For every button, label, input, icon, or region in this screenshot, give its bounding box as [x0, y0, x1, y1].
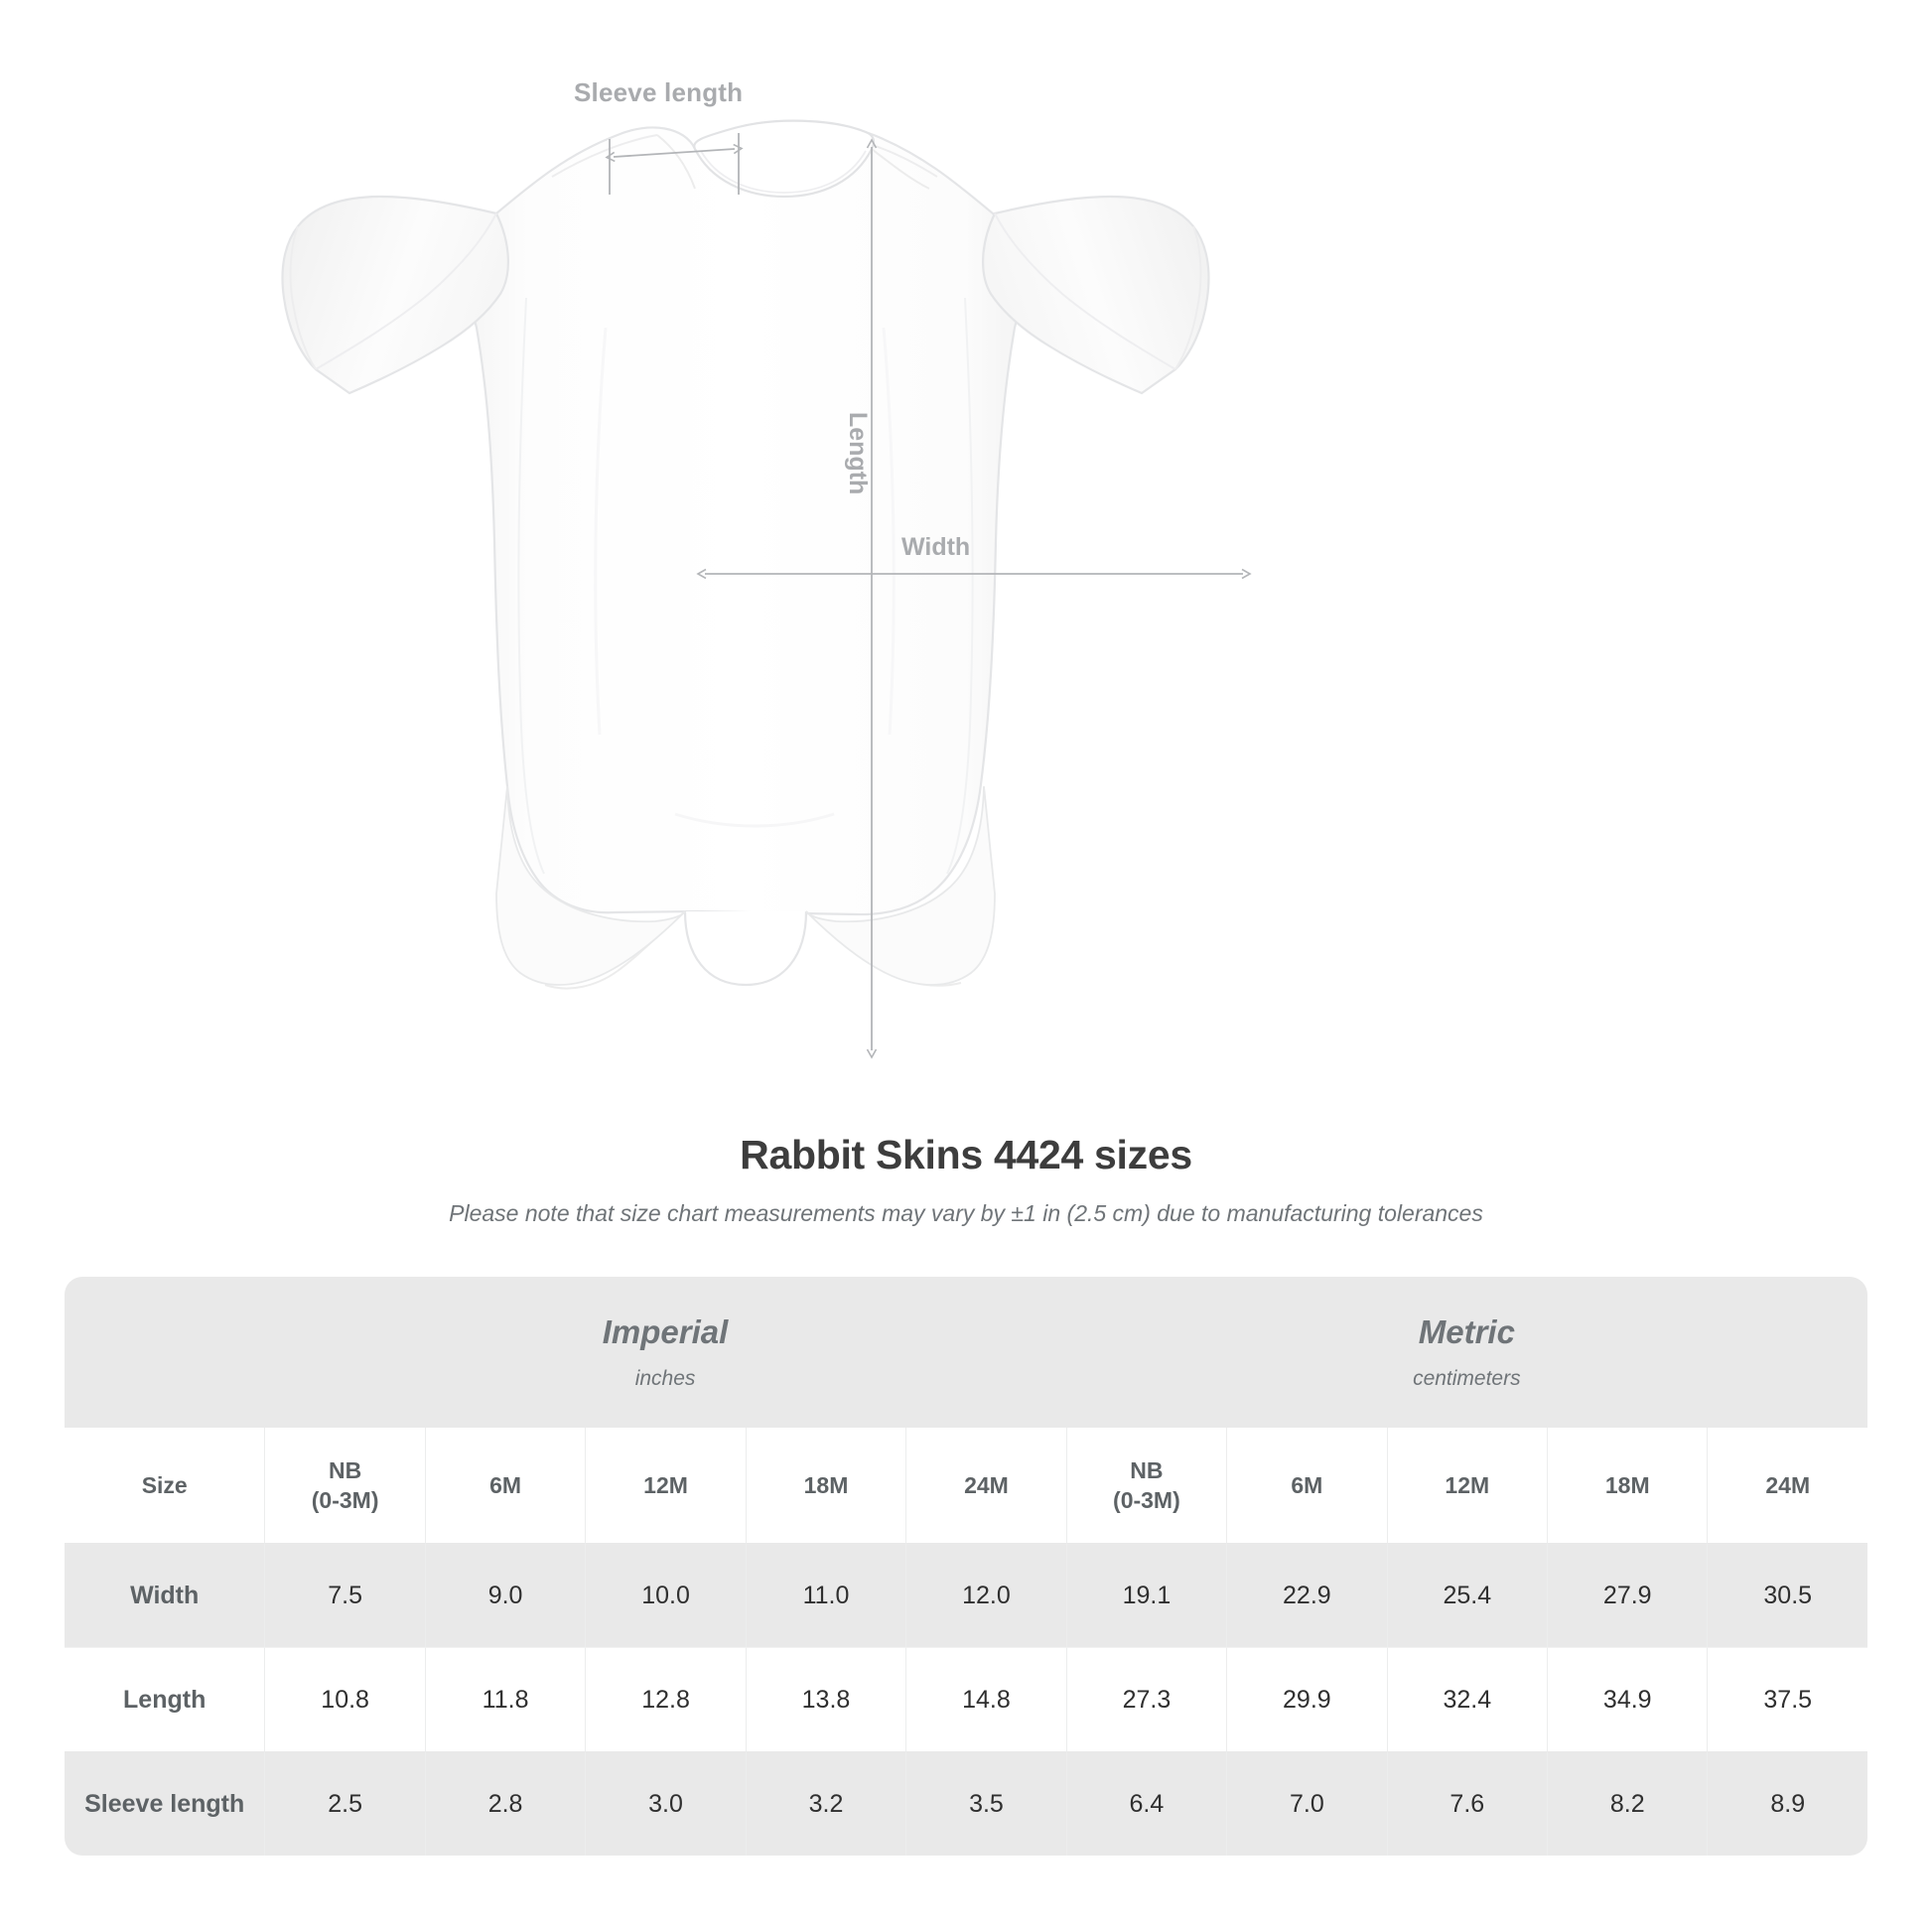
cell-length-0: 10.8 — [264, 1647, 425, 1751]
cell-length-6: 29.9 — [1226, 1647, 1387, 1751]
cell-length-7: 32.4 — [1386, 1647, 1548, 1751]
cell-sleeve-9: 8.9 — [1707, 1751, 1867, 1856]
header-col-4-line1: 24M — [964, 1471, 1009, 1498]
header-col-0: NB (0-3M) — [264, 1428, 425, 1543]
row-label-sleeve-length: Sleeve length — [65, 1751, 265, 1856]
length-annotation: Length — [844, 412, 872, 495]
cell-sleeve-2: 3.0 — [585, 1751, 746, 1856]
unit-name-metric: Metric — [1418, 1313, 1515, 1351]
header-col-3: 18M — [745, 1428, 906, 1543]
cell-width-1: 9.0 — [424, 1543, 586, 1647]
garment-illustration: Sleeve length Width Length — [281, 77, 1252, 1059]
cell-sleeve-3: 3.2 — [745, 1751, 906, 1856]
header-col-2: 12M — [585, 1428, 746, 1543]
unit-sub-imperial: inches — [634, 1366, 696, 1390]
cell-width-4: 12.0 — [905, 1543, 1066, 1647]
header-col-6-line1: 6M — [1291, 1471, 1323, 1498]
cell-sleeve-8: 8.2 — [1547, 1751, 1708, 1856]
cell-width-5: 19.1 — [1065, 1543, 1227, 1647]
cell-length-5: 27.3 — [1065, 1647, 1227, 1751]
measurement-lines — [605, 133, 1252, 1059]
bodysuit-left-sleeve — [281, 195, 509, 395]
cell-sleeve-5: 6.4 — [1065, 1751, 1227, 1856]
cell-length-4: 14.8 — [905, 1647, 1066, 1751]
cell-width-8: 27.9 — [1547, 1543, 1708, 1647]
table-row: Length 10.8 11.8 12.8 13.8 14.8 27.3 29.… — [65, 1647, 1867, 1751]
header-col-0-line2: (0-3M) — [311, 1487, 379, 1513]
cell-sleeve-7: 7.6 — [1386, 1751, 1548, 1856]
cell-width-7: 25.4 — [1386, 1543, 1548, 1647]
cell-width-9: 30.5 — [1707, 1543, 1867, 1647]
width-annotation: Width — [901, 533, 971, 561]
cell-length-3: 13.8 — [745, 1647, 906, 1751]
header-col-1-line1: 6M — [489, 1471, 522, 1498]
header-col-2-line1: 12M — [643, 1471, 688, 1498]
bodysuit-shape — [281, 119, 1210, 990]
header-col-5: NB (0-3M) — [1065, 1428, 1227, 1543]
bodysuit-torso — [457, 123, 1035, 916]
cell-width-6: 22.9 — [1226, 1543, 1387, 1647]
header-col-7: 12M — [1386, 1428, 1548, 1543]
size-chart-table: Imperial inches Metric centimeters Size … — [65, 1277, 1867, 1856]
header-col-8: 18M — [1547, 1428, 1708, 1543]
header-col-1: 6M — [424, 1428, 586, 1543]
sleeve-length-annotation: Sleeve length — [574, 77, 744, 107]
header-size-label: Size — [65, 1428, 265, 1543]
header-col-3-line1: 18M — [803, 1471, 849, 1498]
bodysuit-right-sleeve — [982, 195, 1210, 395]
unit-banner-spacer — [65, 1277, 265, 1428]
header-col-9: 24M — [1707, 1428, 1867, 1543]
cell-length-2: 12.8 — [585, 1647, 746, 1751]
cell-length-1: 11.8 — [424, 1647, 586, 1751]
page-title: Rabbit Skins 4424 sizes — [740, 1132, 1192, 1177]
bodysuit-leg-opening — [683, 910, 808, 987]
cell-width-3: 11.0 — [745, 1543, 906, 1647]
header-col-0-line1: NB — [329, 1456, 362, 1483]
cell-width-2: 10.0 — [585, 1543, 746, 1647]
cell-sleeve-1: 2.8 — [424, 1751, 586, 1856]
cell-sleeve-0: 2.5 — [264, 1751, 425, 1856]
cell-sleeve-4: 3.5 — [905, 1751, 1066, 1856]
row-label-width: Width — [65, 1543, 265, 1647]
bodysuit-drawing — [281, 119, 1252, 1059]
table-row: Width 7.5 9.0 10.0 11.0 12.0 19.1 22.9 2… — [65, 1543, 1867, 1647]
unit-group-imperial: Imperial inches — [264, 1277, 1066, 1428]
cell-length-8: 34.9 — [1547, 1647, 1708, 1751]
header-col-5-line1: NB — [1130, 1456, 1164, 1483]
header-col-8-line1: 18M — [1604, 1471, 1650, 1498]
sleeve-length-arrow — [605, 143, 744, 163]
header-col-7-line1: 12M — [1445, 1471, 1490, 1498]
header-col-4: 24M — [905, 1428, 1066, 1543]
page-subtitle: Please note that size chart measurements… — [449, 1200, 1483, 1226]
cell-width-0: 7.5 — [264, 1543, 425, 1647]
title-block: Rabbit Skins 4424 sizes Please note that… — [0, 1132, 1932, 1227]
header-col-5-line2: (0-3M) — [1113, 1487, 1180, 1513]
unit-group-metric: Metric centimeters — [1065, 1277, 1867, 1428]
cell-length-9: 37.5 — [1707, 1647, 1867, 1751]
header-col-6: 6M — [1226, 1428, 1387, 1543]
row-label-length: Length — [65, 1647, 265, 1751]
unit-banner-row: Imperial inches Metric centimeters — [65, 1277, 1867, 1428]
header-col-9-line1: 24M — [1765, 1471, 1811, 1498]
unit-name-imperial: Imperial — [602, 1313, 729, 1351]
unit-sub-metric: centimeters — [1413, 1366, 1521, 1390]
column-header-row: Size NB (0-3M) 6M 12M 18M 24M N — [65, 1428, 1867, 1543]
table-row: Sleeve length 2.5 2.8 3.0 3.2 3.5 6.4 7.… — [65, 1751, 1867, 1856]
cell-sleeve-6: 7.0 — [1226, 1751, 1387, 1856]
size-chart-table-wrapper: Imperial inches Metric centimeters Size … — [65, 1277, 1867, 1856]
